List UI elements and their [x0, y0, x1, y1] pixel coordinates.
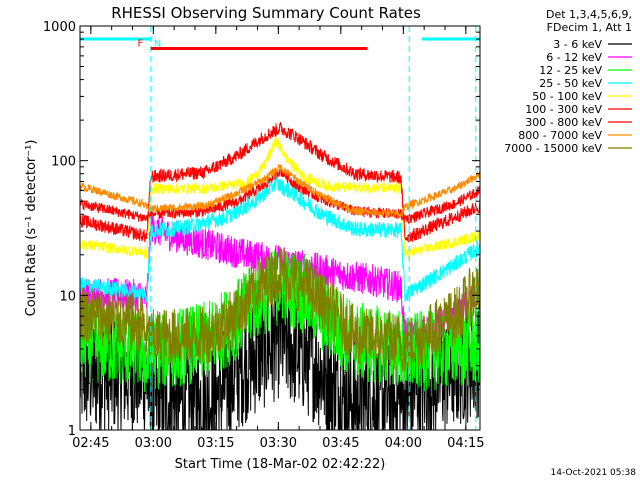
x-axis-label: Start Time (18-Mar-02 02:42:22)	[175, 457, 386, 472]
legend-header: Det 1,3,4,5,6,9,	[546, 8, 632, 21]
plot-frame	[79, 25, 481, 431]
legend-entry-label: 100 - 300 keV	[525, 103, 602, 116]
x-tick-label: 02:45	[72, 436, 109, 451]
series-layer	[80, 121, 480, 430]
x-tick-label: 03:00	[135, 436, 172, 451]
series-line	[80, 247, 480, 372]
y-tick-label: 1	[68, 424, 76, 439]
legend-entry-label: 50 - 100 keV	[532, 90, 602, 103]
legend: Det 1,3,4,5,6,9, FDecim 1, Att 1 3 - 6 keV…	[480, 6, 636, 170]
legend-entry-label: 7000 - 15000 keV	[504, 142, 602, 155]
series-line	[80, 136, 480, 260]
axis-layer: 02:45 03:00 03:15 03:30 03:45 04:00 04:15 1 10 10…	[43, 20, 485, 451]
y-tick-label: 10	[59, 289, 76, 304]
x-tick-label: 03:15	[197, 436, 234, 451]
series-line	[80, 121, 480, 243]
legend-header: FDecim 1, Att 1	[547, 21, 632, 34]
series-line	[80, 176, 480, 303]
series-line	[80, 250, 480, 393]
legend-entry-label: 800 - 7000 keV	[518, 129, 602, 142]
series-line	[80, 164, 480, 218]
legend-entry-label: 6 - 12 keV	[546, 51, 602, 64]
timestamp: 14-Oct-2021 05:38	[550, 468, 636, 478]
series-line	[80, 165, 480, 225]
y-tick-label: 1000	[43, 20, 76, 35]
legend-entry-label: 12 - 25 keV	[539, 64, 602, 77]
legend-entry-label: 3 - 6 keV	[553, 38, 602, 51]
x-tick-label: 04:15	[447, 436, 484, 451]
y-axis-label: Count Rate (s⁻¹ detector⁻¹)	[24, 140, 39, 317]
y-tick-label: 100	[51, 155, 76, 170]
marker-label: F	[138, 39, 144, 50]
legend-entry-label: 300 - 800 keV	[525, 116, 602, 129]
x-tick-label: 03:45	[322, 436, 359, 451]
x-tick-label: 03:30	[260, 436, 297, 451]
chart-title: RHESSI Observing Summary Count Rates	[111, 4, 421, 22]
marker-label: N	[154, 39, 161, 50]
legend-entry-label: 25 - 50 keV	[539, 77, 602, 90]
x-tick-label: 04:00	[385, 436, 422, 451]
